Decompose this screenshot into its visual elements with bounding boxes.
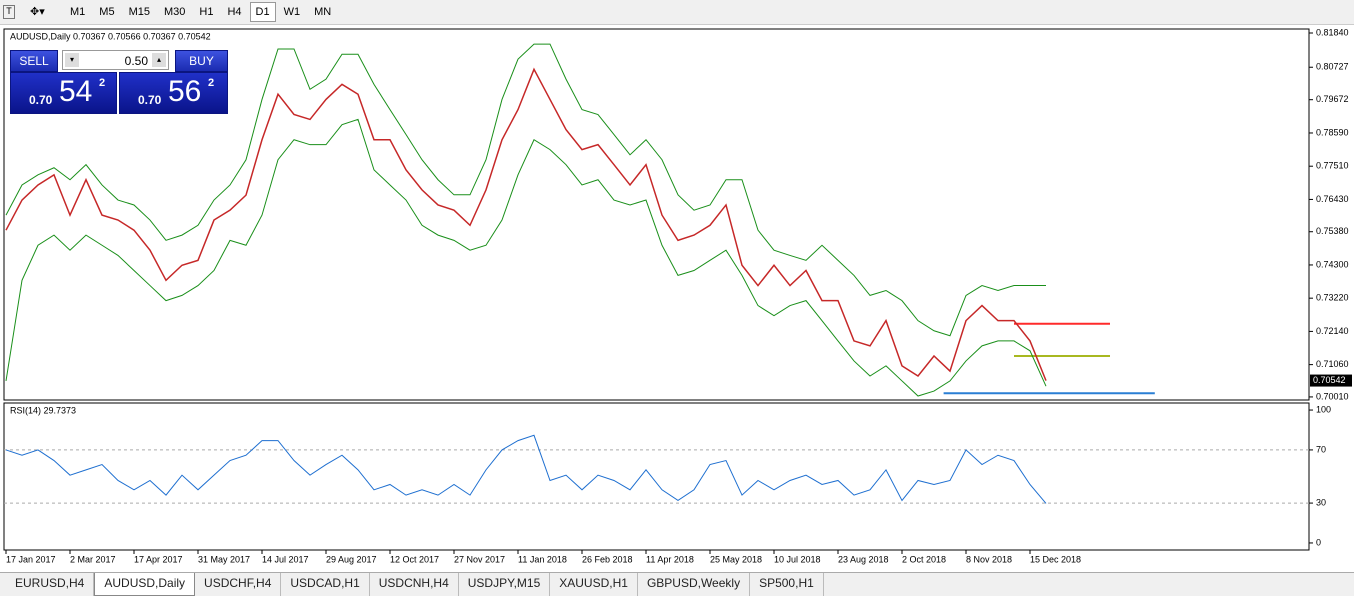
timeframe-button[interactable]: M5 <box>99 6 115 18</box>
bid-price[interactable]: 0.70 54 2 <box>10 72 117 114</box>
x-tick-label: 31 May 2017 <box>198 554 250 564</box>
y-tick-label: 0.80727 <box>1316 62 1349 72</box>
y-tick-label: 0.75380 <box>1316 226 1349 236</box>
bid-sup: 2 <box>99 77 106 89</box>
x-tick-label: 25 May 2018 <box>710 554 762 564</box>
volume-input[interactable]: ▾ 0.50 ▴ <box>62 50 169 70</box>
chart: AUDUSD,Daily 0.70367 0.70566 0.70367 0.7… <box>0 25 1354 572</box>
y-tick-label: 0 <box>1316 537 1321 547</box>
y-tick-label: 0.73220 <box>1316 293 1349 303</box>
x-tick-label: 11 Apr 2018 <box>646 554 694 564</box>
x-tick-label: 17 Jan 2017 <box>6 554 56 564</box>
timeframe-button[interactable]: W1 <box>283 6 301 18</box>
ask-big: 56 <box>168 75 202 108</box>
x-tick-label: 29 Aug 2017 <box>326 554 377 564</box>
timeframes: M1 M5 M15 M30 H1 H4 D1 W1 MN <box>64 2 337 22</box>
x-tick-label: 10 Jul 2018 <box>774 554 821 564</box>
y-tick-label: 0.81840 <box>1316 27 1349 37</box>
x-tick-label: 15 Dec 2018 <box>1030 554 1081 564</box>
x-tick-label: 26 Feb 2018 <box>582 554 633 564</box>
chart-tab[interactable]: EURUSD,H4 <box>6 573 95 596</box>
ask-prefix: 0.70 <box>138 93 162 107</box>
ask-price[interactable]: 0.70 56 2 <box>119 72 228 114</box>
timeframe-button[interactable]: M1 <box>70 6 86 18</box>
timeframe-button[interactable]: H4 <box>227 6 242 18</box>
x-tick-label: 2 Mar 2017 <box>70 554 116 564</box>
x-tick-label: 11 Jan 2018 <box>518 554 567 564</box>
chart-tab[interactable]: AUDUSD,Daily <box>94 573 196 596</box>
text-tool-icon[interactable]: T <box>3 5 15 19</box>
ask-sup: 2 <box>208 77 215 89</box>
toolbar: T ✥▾ M1 M5 M15 M30 H1 H4 D1 W1 MN <box>0 0 1354 25</box>
y-tick-label: 0.79672 <box>1316 94 1349 104</box>
x-tick-label: 8 Nov 2018 <box>966 554 1012 564</box>
chart-tab[interactable]: USDCNH,H4 <box>370 573 459 596</box>
y-tick-label: 30 <box>1316 497 1326 507</box>
y-tick-label: 0.71060 <box>1316 359 1349 369</box>
x-tick-label: 27 Nov 2017 <box>454 554 505 564</box>
x-tick-label: 14 Jul 2017 <box>262 554 309 564</box>
x-tick-label: 23 Aug 2018 <box>838 554 889 564</box>
series-line <box>5 43 1046 337</box>
objects-icon[interactable]: ✥▾ <box>30 6 45 18</box>
chart-background <box>0 25 1354 572</box>
pane-title: RSI(14) 29.7373 <box>10 405 76 415</box>
bid-prefix: 0.70 <box>29 93 53 107</box>
y-tick-label: 0.72140 <box>1316 326 1349 336</box>
chart-tab[interactable]: USDCAD,H1 <box>281 573 370 596</box>
trade-panel: SELL ▾ 0.50 ▴ BUY 0.70 54 2 0.70 56 2 <box>8 48 228 114</box>
chart-tab[interactable]: SP500,H1 <box>750 573 824 596</box>
series-line <box>5 434 1047 504</box>
series-line <box>5 67 1047 381</box>
y-tick-label: 0.70010 <box>1316 391 1349 401</box>
sell-button[interactable]: SELL <box>10 50 58 72</box>
chart-tab[interactable]: GBPUSD,Weekly <box>638 573 751 596</box>
x-tick-label: 17 Apr 2017 <box>134 554 183 564</box>
y-tick-label: 0.76430 <box>1316 194 1349 204</box>
timeframe-button[interactable]: D1 <box>249 2 276 22</box>
y-tick-label: 0.77510 <box>1316 161 1349 171</box>
timeframe-button[interactable]: H1 <box>199 6 214 18</box>
pane-title: AUDUSD,Daily 0.70367 0.70566 0.70367 0.7… <box>10 31 211 41</box>
last-price-box <box>1310 374 1352 387</box>
volume: 0.50 <box>124 54 148 68</box>
chart-tab[interactable]: USDCHF,H4 <box>195 573 282 596</box>
y-tick-label: 70 <box>1316 444 1326 454</box>
timeframe-button[interactable]: M15 <box>128 6 150 18</box>
pane-frame <box>3 28 1310 401</box>
series-line <box>5 118 1047 397</box>
chart-tab[interactable]: USDJPY,M15 <box>459 573 551 596</box>
bid-big: 54 <box>59 75 93 108</box>
last-price-label: 0.70542 <box>1313 375 1346 385</box>
y-tick-label: 0.78590 <box>1316 127 1349 137</box>
y-tick-label: 100 <box>1316 404 1331 414</box>
x-tick-label: 2 Oct 2018 <box>902 554 946 564</box>
buy-button[interactable]: BUY <box>175 50 228 72</box>
chart-tab[interactable]: XAUUSD,H1 <box>550 573 638 596</box>
timeframe-button[interactable]: MN <box>314 6 332 18</box>
chart-tabs: EURUSD,H4 AUDUSD,Daily USDCHF,H4 USDCAD,H1 U… <box>0 572 1354 596</box>
x-tick-label: 12 Oct 2017 <box>390 554 439 564</box>
pane-frame <box>3 402 1310 551</box>
timeframe-button[interactable]: M30 <box>163 6 186 18</box>
y-tick-label: 0.74300 <box>1316 259 1349 269</box>
